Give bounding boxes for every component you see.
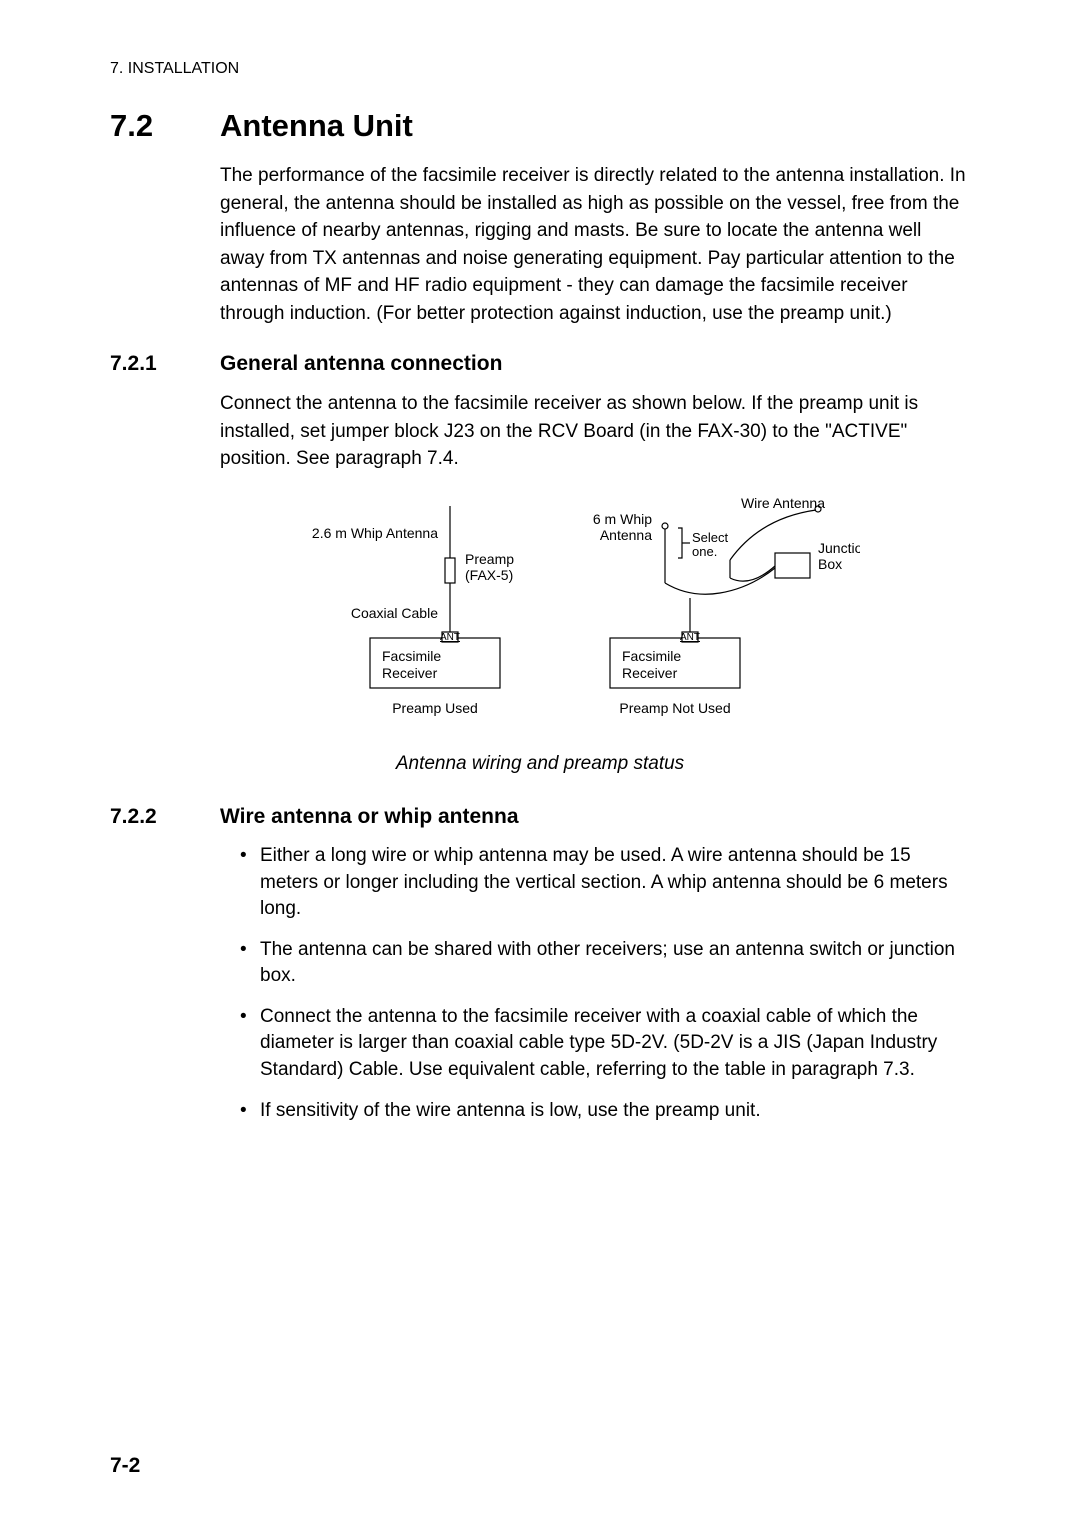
diagram-label: ANT [440, 632, 460, 643]
section-heading: 7.2 Antenna Unit [110, 108, 970, 144]
section-title: Antenna Unit [220, 108, 413, 144]
diagram-caption-right: Preamp Not Used [619, 700, 730, 716]
bullet-list: Either a long wire or whip antenna may b… [240, 843, 970, 1124]
subsection-number: 7.2.1 [110, 352, 220, 376]
diagram-label: Facsimile [382, 648, 441, 664]
diagram-label: Wire Antenna [741, 498, 825, 511]
subsection-heading-1: 7.2.1 General antenna connection [110, 352, 970, 376]
list-item: Connect the antenna to the facsimile rec… [240, 1004, 970, 1084]
diagram-label: Antenna [600, 527, 652, 543]
subsection-number: 7.2.2 [110, 805, 220, 829]
diagram-label: Select [692, 530, 729, 545]
diagram-label: Receiver [382, 665, 438, 681]
section-number: 7.2 [110, 108, 220, 144]
diagram-label: Receiver [622, 665, 678, 681]
antenna-diagram: 2.6 m Whip Antenna Preamp (FAX-5) Coaxia… [220, 498, 860, 738]
page-number: 7-2 [110, 1454, 140, 1478]
diagram-label: Preamp [465, 551, 514, 567]
diagram-label: Facsimile [622, 648, 681, 664]
subsection-title: Wire antenna or whip antenna [220, 805, 519, 829]
diagram-label: Box [818, 556, 842, 572]
diagram-label: (FAX-5) [465, 567, 513, 583]
subsection-title: General antenna connection [220, 352, 502, 376]
diagram-label: Coaxial Cable [351, 605, 438, 621]
diagram-label: 6 m Whip [593, 511, 652, 527]
diagram-caption-left: Preamp Used [392, 700, 478, 716]
diagram-label: 2.6 m Whip Antenna [312, 525, 438, 541]
list-item: The antenna can be shared with other rec… [240, 937, 970, 990]
diagram-label: Junction [818, 540, 860, 556]
subsection-heading-2: 7.2.2 Wire antenna or whip antenna [110, 805, 970, 829]
figure-caption: Antenna wiring and preamp status [110, 753, 970, 775]
diagram-label: ANT [680, 632, 700, 643]
diagram-label: one. [692, 544, 717, 559]
list-item: Either a long wire or whip antenna may b… [240, 843, 970, 923]
page-header: 7. INSTALLATION [110, 60, 970, 78]
intro-paragraph: The performance of the facsimile receive… [220, 162, 970, 327]
list-item: If sensitivity of the wire antenna is lo… [240, 1098, 970, 1125]
subsection-1-paragraph: Connect the antenna to the facsimile rec… [220, 390, 970, 473]
